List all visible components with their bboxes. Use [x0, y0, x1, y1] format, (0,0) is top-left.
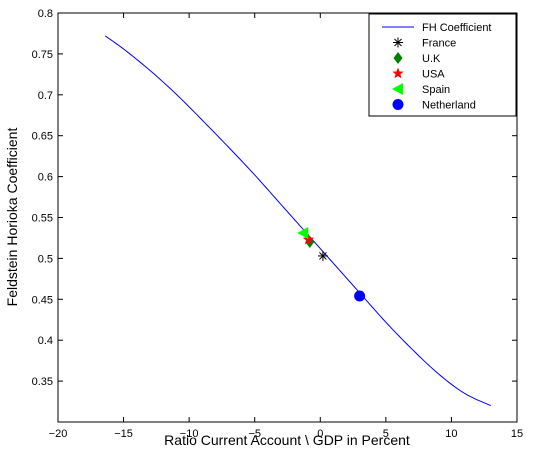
- legend: FH Coefficient France U.K USA Spain Netherlan…: [368, 13, 517, 117]
- asterisk-stroke: [394, 38, 402, 47]
- legend-marker: [393, 37, 403, 48]
- x-tick-label: −5: [248, 428, 261, 440]
- legend-marker: [392, 67, 404, 79]
- legend-label: U.K: [422, 53, 441, 65]
- y-tick-label: 0.35: [32, 376, 53, 388]
- x-axis-label: Ratio Current Account \ GDP in Percent: [164, 432, 410, 448]
- point-usa: [302, 233, 315, 245]
- point-france: [317, 250, 328, 261]
- x-tick-label: 0: [317, 428, 323, 440]
- point-netherland: [354, 290, 366, 302]
- x-tick-label: −15: [114, 428, 133, 440]
- x-tick-label: −10: [180, 428, 199, 440]
- point-spain: [297, 227, 309, 240]
- legend-box: [368, 13, 517, 117]
- y-axis-label: Feldstein Horioka Coefficient: [4, 128, 20, 307]
- y-tick-label: 0.4: [38, 335, 53, 347]
- legend-label: France: [422, 38, 456, 50]
- fh-coefficient-line: [104, 35, 491, 407]
- asterisk-stroke: [319, 252, 327, 260]
- x-tick-label: −20: [49, 428, 68, 440]
- x-tick-label: 10: [445, 428, 457, 440]
- legend-marker: [392, 99, 404, 110]
- legend-label: FH Coefficient: [422, 22, 492, 34]
- legend-label: USA: [422, 69, 445, 81]
- legend-marker: [392, 83, 403, 95]
- y-tick-label: 0.55: [32, 213, 53, 225]
- legend-label: Spain: [422, 84, 450, 96]
- fh-curve-group: [104, 35, 491, 407]
- country-points: [297, 227, 366, 302]
- y-tick-label: 0.8: [38, 8, 53, 20]
- y-tick-label: 0.7: [38, 90, 53, 102]
- x-tick-label: 15: [511, 428, 523, 440]
- legend-label: Netherland: [422, 100, 476, 112]
- y-tick-label: 0.65: [32, 131, 53, 143]
- x-tick-label: 5: [383, 428, 389, 440]
- y-tick-label: 0.45: [32, 294, 53, 306]
- y-tick-label: 0.5: [38, 253, 53, 265]
- legend-marker: [393, 52, 403, 64]
- y-tick-label: 0.6: [38, 172, 53, 184]
- y-tick-label: 0.75: [32, 49, 53, 61]
